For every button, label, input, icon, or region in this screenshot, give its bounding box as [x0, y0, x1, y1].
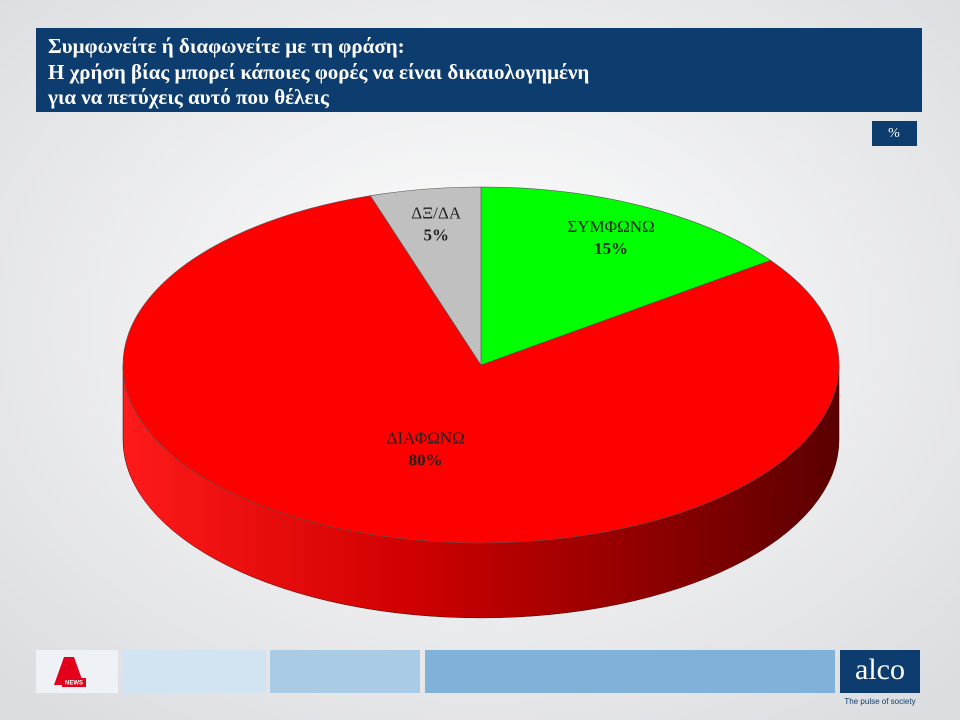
- title-line: Συμφωνείτε ή διαφωνείτε με τη φράση:: [48, 34, 405, 58]
- unit-badge: [872, 121, 917, 146]
- unit-label: %: [888, 126, 900, 141]
- channel-tag: [62, 678, 86, 687]
- slice-value: 15%: [594, 239, 628, 258]
- brand-name: alco: [855, 653, 905, 686]
- slice-label: ΔΙΑΦΩΝΩ: [387, 429, 465, 448]
- footer-box: [270, 650, 420, 693]
- title-line: για να πετύχεις αυτό που θέλεις: [47, 85, 330, 109]
- slice-value: 80%: [409, 451, 443, 470]
- footer-box: [122, 650, 266, 693]
- slice-value: 5%: [423, 225, 449, 244]
- brand-tagline: The pulse of society: [844, 697, 915, 706]
- slice: [480, 186, 772, 366]
- slice-label: ΔΞ/ΔΑ: [411, 203, 462, 222]
- pie: ΣΥΜΦΩΝΩ 15% ΔΙΑΦΩΝΩ 80% ΔΞ/ΔΑ 5%: [122, 186, 840, 619]
- slice: [369, 186, 482, 367]
- footer-box: [425, 650, 835, 693]
- channel-name: NEWS: [65, 681, 83, 687]
- slice: [122, 195, 840, 544]
- title-line: Η χρήση βίας μπορεί κάποιες φορές να είν…: [48, 60, 589, 84]
- slice-label: ΣΥΜΦΩΝΩ: [567, 217, 654, 236]
- title-bar: [36, 28, 922, 112]
- brand-box: [840, 650, 920, 693]
